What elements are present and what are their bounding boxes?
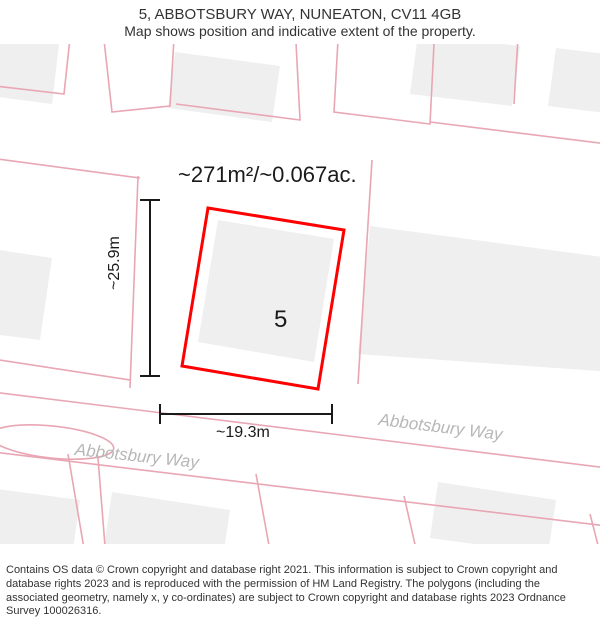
plot-number-label: 5 <box>274 306 287 334</box>
map-area: ~271m²/~0.067ac. ~19.3m ~25.9m 5 Abbotsb… <box>0 44 600 544</box>
height-dimension-label: ~25.9m <box>106 236 124 290</box>
copyright-footer: Contains OS data © Crown copyright and d… <box>6 564 594 619</box>
header: 5, ABBOTSBURY WAY, NUNEATON, CV11 4GB Ma… <box>0 0 600 39</box>
page-container: 5, ABBOTSBURY WAY, NUNEATON, CV11 4GB Ma… <box>0 0 600 625</box>
area-label: ~271m²/~0.067ac. <box>178 162 357 188</box>
page-title: 5, ABBOTSBURY WAY, NUNEATON, CV11 4GB <box>0 6 600 23</box>
page-subtitle: Map shows position and indicative extent… <box>0 23 600 39</box>
width-dimension-label: ~19.3m <box>216 424 270 442</box>
map-svg <box>0 44 600 544</box>
